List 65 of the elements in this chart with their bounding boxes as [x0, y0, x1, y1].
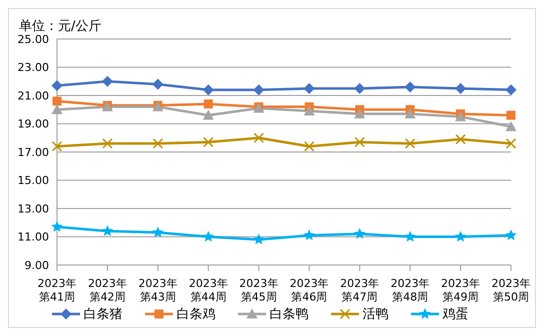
- point: [404, 82, 416, 93]
- x-tick-label: 2023年第47周: [340, 276, 380, 304]
- point: [354, 228, 366, 239]
- x-tick-label: 2023年第46周: [290, 276, 329, 304]
- y-tick-label: 25.00: [18, 32, 49, 46]
- legend-label: 白条鸡: [176, 306, 216, 323]
- point: [102, 225, 114, 236]
- point: [52, 80, 62, 92]
- point: [354, 108, 366, 118]
- point: [454, 230, 466, 242]
- point: [404, 138, 416, 149]
- point: [354, 136, 365, 148]
- legend-label: 活鸭: [362, 306, 388, 323]
- x-tick-label: 2023年第41周: [38, 276, 76, 304]
- x-tick-label: 2023年第49周: [441, 276, 480, 304]
- point: [253, 84, 264, 96]
- point: [202, 110, 214, 120]
- point: [204, 99, 213, 108]
- point: [304, 82, 315, 94]
- point: [304, 141, 314, 152]
- point: [404, 230, 416, 242]
- point: [253, 234, 264, 244]
- y-tick-label: 15.00: [18, 174, 49, 188]
- point: [52, 104, 62, 114]
- point: [404, 108, 416, 118]
- y-tick-label: 21.00: [18, 89, 49, 102]
- point: [455, 134, 466, 145]
- x-tick-label: 2023年第50周: [492, 276, 530, 304]
- point: [51, 220, 63, 232]
- point: [455, 82, 466, 94]
- point: [354, 82, 366, 94]
- legend-label: 白条猪: [84, 306, 122, 323]
- legend-label: 白条鸭: [270, 306, 308, 323]
- y-tick-label: 19.00: [18, 118, 49, 131]
- y-tick-label: 11.00: [18, 230, 49, 244]
- y-tick-label: 17.00: [18, 146, 49, 159]
- point: [152, 226, 164, 238]
- y-tick-label: 13.00: [18, 202, 49, 216]
- point: [506, 110, 516, 120]
- point: [102, 138, 113, 149]
- x-tick-label: 2023年第45周: [239, 276, 278, 304]
- x-tick-label: 2023年第43周: [138, 276, 178, 304]
- point: [152, 138, 164, 149]
- point: [52, 96, 62, 106]
- chart-title: 单位：元/公斤: [19, 18, 102, 34]
- point: [506, 121, 516, 132]
- point: [505, 229, 517, 240]
- legend-label: 鸡蛋: [442, 306, 468, 323]
- point: [202, 230, 214, 242]
- point: [506, 84, 516, 96]
- point: [254, 132, 264, 144]
- point: [102, 76, 113, 87]
- point: [455, 111, 466, 122]
- y-tick-label: 23.00: [18, 61, 49, 74]
- point: [152, 78, 164, 90]
- point: [203, 136, 214, 148]
- x-tick-label: 2023年第42周: [88, 276, 127, 304]
- point: [304, 229, 315, 240]
- point: [506, 138, 516, 149]
- y-tick-label: 9.00: [24, 258, 49, 272]
- point: [52, 141, 62, 152]
- x-tick-label: 2023年第44周: [188, 276, 228, 304]
- point: [304, 106, 315, 116]
- x-tick-label: 2023年第48周: [390, 276, 430, 304]
- point: [202, 84, 214, 96]
